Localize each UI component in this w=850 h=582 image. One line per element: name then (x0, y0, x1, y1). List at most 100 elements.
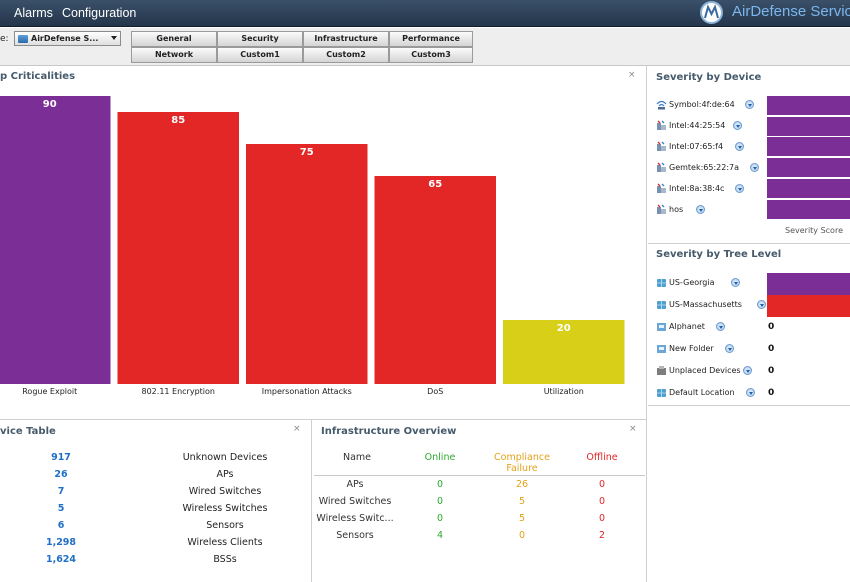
device-type-label: APs (216, 469, 234, 480)
tab-infrastructure[interactable]: Infrastructure (303, 31, 389, 47)
network-folder-icon (656, 321, 666, 332)
unplaced-devices-icon (656, 365, 666, 376)
tab-performance[interactable]: Performance (389, 31, 473, 47)
bar-value-label: 20 (557, 323, 571, 334)
expand-chevron-icon[interactable] (731, 278, 740, 287)
device-type-label: Wired Switches (188, 486, 262, 497)
offline-count[interactable]: 0 (598, 496, 606, 507)
tree-level-name: Alphanet (669, 322, 705, 331)
criticalities-chart: 90 Rogue Exploit 85 802.11 Encryption 75 Impe… (0, 96, 625, 396)
column-header-failure: Failure (506, 463, 538, 474)
compliance-failure-count[interactable]: 0 (518, 530, 526, 541)
tab-custom3[interactable]: Custom3 (389, 47, 473, 63)
device-count[interactable]: 917 (51, 452, 71, 463)
device-count[interactable]: 5 (57, 503, 65, 514)
infra-row-name: Wireless Switc... (316, 513, 394, 524)
severity-bar (767, 158, 850, 178)
tab-network[interactable]: Network (131, 47, 217, 63)
dashboard-select-value: AirDefense S... (31, 34, 99, 43)
chart-bar[interactable] (0, 96, 111, 384)
tree-level-row[interactable]: US-Georgia (656, 276, 768, 290)
tree-level-row[interactable]: US-Massachusetts (656, 298, 768, 312)
online-count[interactable]: 0 (436, 513, 444, 524)
close-icon[interactable]: × (293, 424, 301, 434)
product-name: AirDefense Services (732, 3, 850, 20)
compliance-failure-count[interactable]: 26 (515, 479, 529, 490)
tree-level-row[interactable]: Alphanet (656, 320, 768, 334)
panel-title: vice Table (0, 426, 56, 437)
menu-configuration[interactable]: Configuration (62, 6, 137, 20)
dashboard-toolbar: e: AirDefense S... General Security Infr… (0, 28, 850, 66)
online-count[interactable]: 0 (436, 496, 444, 507)
category-label: 802.11 Encryption (142, 387, 215, 396)
device-row[interactable]: Gemtek:65:22:7a (656, 161, 766, 175)
chart-bar[interactable] (503, 320, 625, 384)
expand-chevron-icon[interactable] (735, 142, 744, 151)
close-icon[interactable]: × (628, 70, 636, 80)
tab-custom2[interactable]: Custom2 (303, 47, 389, 63)
tree-level-row[interactable]: Unplaced Devices (656, 364, 768, 378)
device-count[interactable]: 7 (57, 486, 65, 497)
device-row[interactable]: Symbol:4f:de:64 (656, 98, 766, 112)
device-name: Intel:07:65:f4 (669, 142, 724, 151)
tab-general[interactable]: General (131, 31, 217, 47)
axis-label: Severity Score (785, 226, 843, 235)
device-count[interactable]: 1,298 (45, 537, 77, 548)
panel-title: Infrastructure Overview (321, 426, 457, 437)
infra-row-name: Wired Switches (318, 496, 392, 507)
offline-count[interactable]: 0 (598, 479, 606, 490)
tree-level-row[interactable]: Default Location (656, 386, 768, 400)
tree-level-name: US-Georgia (669, 278, 715, 287)
expand-chevron-icon[interactable] (745, 100, 754, 109)
close-icon[interactable]: × (629, 424, 637, 434)
compliance-failure-count[interactable]: 5 (518, 496, 526, 507)
device-type-label: Sensors (206, 520, 244, 531)
severity-bar (767, 295, 850, 317)
severity-bar (767, 116, 850, 136)
device-row[interactable]: Intel:07:65:f4 (656, 140, 766, 154)
offline-count[interactable]: 2 (598, 530, 606, 541)
device-count[interactable]: 6 (57, 520, 65, 531)
device-name: Symbol:4f:de:64 (669, 100, 735, 109)
expand-chevron-icon[interactable] (750, 163, 759, 172)
online-count[interactable]: 0 (436, 479, 444, 490)
dashboard-label: e: (0, 34, 9, 44)
chart-bar[interactable] (374, 176, 497, 384)
severity-bar (767, 96, 850, 115)
online-count[interactable]: 4 (436, 530, 444, 541)
chart-bar[interactable] (117, 112, 240, 384)
dashboard-select[interactable]: AirDefense S... (14, 31, 121, 46)
device-row[interactable]: Intel:44:25:54 (656, 119, 766, 133)
column-header-name: Name (342, 452, 372, 463)
category-label: DoS (427, 387, 443, 396)
device-type-label: Wireless Switches (182, 503, 268, 514)
dashboard-icon (18, 35, 28, 43)
tree-level-name: New Folder (669, 344, 714, 353)
device-count[interactable]: 1,624 (45, 554, 77, 565)
severity-value: 0 (768, 344, 775, 354)
bar-value-label: 90 (43, 99, 57, 110)
globe-icon (656, 299, 666, 310)
device-row[interactable]: Intel:8a:38:4c (656, 182, 766, 196)
device-row[interactable]: hos (656, 203, 766, 217)
expand-chevron-icon[interactable] (725, 344, 734, 353)
station-icon (656, 120, 666, 131)
chart-bar[interactable] (246, 144, 368, 384)
bar-value-label: 65 (428, 179, 442, 190)
expand-chevron-icon[interactable] (743, 366, 752, 375)
tab-custom1[interactable]: Custom1 (217, 47, 303, 63)
expand-chevron-icon[interactable] (746, 388, 755, 397)
criticalities-panel: p Criticalities × 90 Rogue Exploit 85 802.1… (0, 66, 647, 420)
category-label: Utilization (544, 387, 584, 396)
tree-level-row[interactable]: New Folder (656, 342, 768, 356)
expand-chevron-icon[interactable] (735, 184, 744, 193)
offline-count[interactable]: 0 (598, 513, 606, 524)
menu-alarms[interactable]: Alarms (14, 6, 53, 20)
expand-chevron-icon[interactable] (696, 205, 705, 214)
device-count[interactable]: 26 (54, 469, 68, 480)
compliance-failure-count[interactable]: 5 (518, 513, 526, 524)
tab-security[interactable]: Security (217, 31, 303, 47)
expand-chevron-icon[interactable] (757, 300, 766, 309)
expand-chevron-icon[interactable] (716, 322, 725, 331)
expand-chevron-icon[interactable] (733, 121, 742, 130)
